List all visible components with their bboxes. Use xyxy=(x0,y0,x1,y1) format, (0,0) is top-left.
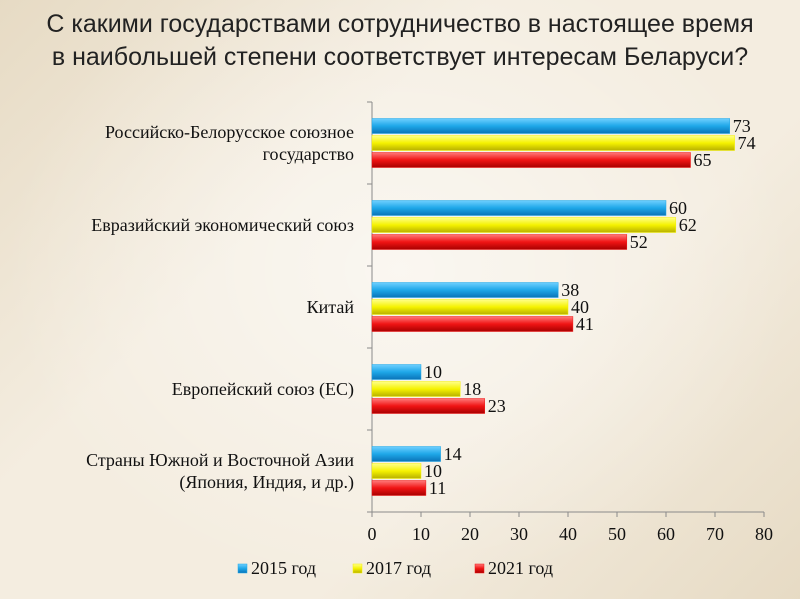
category-label: Страны Южной и Восточной Азии xyxy=(86,450,354,470)
data-label: 10 xyxy=(424,461,442,481)
bar xyxy=(371,118,730,134)
bar xyxy=(371,316,574,332)
category-label: Евразийский экономический союз xyxy=(91,215,354,235)
x-tick-label: 70 xyxy=(706,524,724,544)
category-label: Китай xyxy=(307,297,355,317)
chart-title-line-2: в наибольшей степени соответствует интер… xyxy=(51,43,749,71)
x-tick-label: 40 xyxy=(559,524,577,544)
legend-label: 2015 год xyxy=(251,558,316,578)
x-tick-label: 20 xyxy=(461,524,479,544)
bar xyxy=(371,234,628,250)
category-label: Российско-Белорусское союзное xyxy=(105,122,354,142)
data-label: 52 xyxy=(630,232,648,252)
bar xyxy=(371,463,422,479)
data-label: 10 xyxy=(424,362,442,382)
data-label: 18 xyxy=(463,379,481,399)
bar xyxy=(371,152,691,168)
data-label: 65 xyxy=(694,150,712,170)
x-tick-label: 60 xyxy=(657,524,675,544)
x-tick-label: 30 xyxy=(510,524,528,544)
legend-swatch xyxy=(237,563,248,574)
legend-swatch xyxy=(352,563,363,574)
bar xyxy=(371,364,422,380)
data-label: 40 xyxy=(571,297,589,317)
chart-title-line-1: С какими государствами сотрудничество в … xyxy=(46,10,754,38)
bar xyxy=(371,282,559,298)
legend-swatch xyxy=(474,563,485,574)
data-label: 11 xyxy=(429,478,446,498)
category-label: государство xyxy=(263,144,354,164)
chart-title: С какими государствами сотрудничество в … xyxy=(0,8,800,74)
x-tick-label: 0 xyxy=(368,524,377,544)
x-tick-label: 10 xyxy=(412,524,430,544)
category-label: (Япония, Индия, и др.) xyxy=(179,472,354,493)
legend-label: 2021 год xyxy=(488,558,553,578)
data-label: 14 xyxy=(444,444,462,464)
data-label: 23 xyxy=(488,396,506,416)
bar xyxy=(371,200,667,216)
legend-label: 2017 год xyxy=(366,558,431,578)
x-tick-label: 80 xyxy=(755,524,773,544)
bar xyxy=(371,381,461,397)
bar xyxy=(371,299,569,315)
bar xyxy=(371,217,677,233)
bar xyxy=(371,446,441,462)
data-label: 74 xyxy=(738,133,756,153)
data-label: 41 xyxy=(576,314,594,334)
data-label: 62 xyxy=(679,215,697,235)
data-label: 60 xyxy=(669,198,687,218)
x-tick-label: 50 xyxy=(608,524,626,544)
bar xyxy=(371,135,735,151)
bar xyxy=(371,398,485,414)
data-label: 73 xyxy=(733,116,751,136)
category-label: Европейский союз (ЕС) xyxy=(172,379,354,400)
data-label: 38 xyxy=(561,280,579,300)
bar xyxy=(371,480,427,496)
